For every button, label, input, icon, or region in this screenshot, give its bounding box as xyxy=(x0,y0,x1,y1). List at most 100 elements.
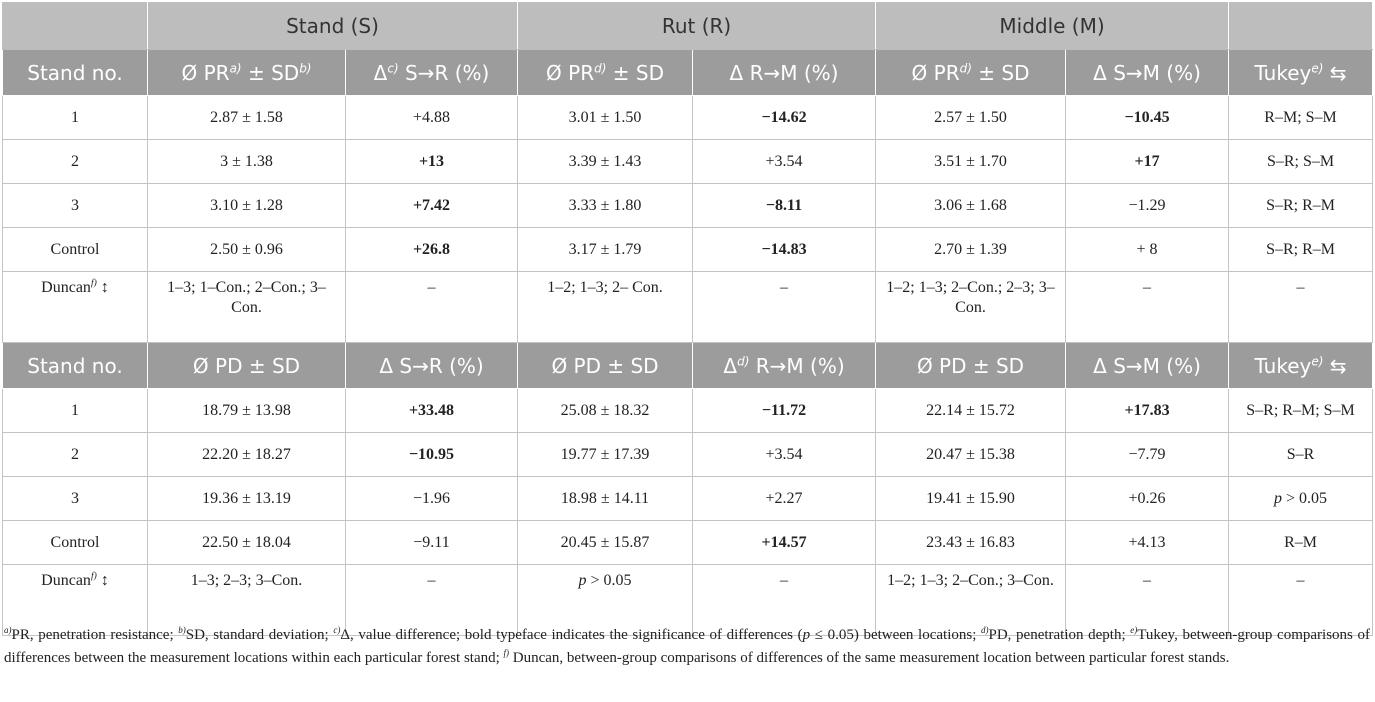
text-segment: b) xyxy=(178,625,186,635)
table-cell: 19.77 ± 17.39 xyxy=(517,432,694,477)
table-cell: −14.62 xyxy=(692,95,877,140)
text-segment: f) xyxy=(90,277,97,289)
table-cell: +4.88 xyxy=(344,95,519,140)
table-row: 1 2.87 ± 1.58 +4.88 3.01 ± 1.50 −14.62 2.57 ±… xyxy=(2,95,1374,140)
table-cell: −10.95 xyxy=(344,432,519,477)
table-cell: +26.8 xyxy=(344,227,519,272)
text-segment: c) xyxy=(387,60,399,75)
table-cell: – xyxy=(1065,564,1230,636)
table-cell: 19.36 ± 13.19 xyxy=(147,476,346,521)
text-segment: e) xyxy=(1130,625,1138,635)
table-cell: S–R; R–M xyxy=(1228,183,1374,228)
text-segment: d) xyxy=(594,60,607,75)
table-cell: 1–2; 1–3; 2–Con.; 2–3; 3– Con. xyxy=(875,271,1067,343)
table-cell: +0.26 xyxy=(1065,476,1230,521)
table-cell: −1.29 xyxy=(1065,183,1230,228)
table-cell: Control xyxy=(2,227,148,272)
text-segment: +26.8 xyxy=(412,240,451,258)
table-cell: p > 0.05 xyxy=(517,564,694,636)
table-cell: 20.47 ± 15.38 xyxy=(875,432,1067,477)
group-header: Middle (M) xyxy=(875,2,1230,50)
text-segment: +7.42 xyxy=(412,196,451,214)
text-segment: d) xyxy=(959,60,972,75)
text-segment: −8.11 xyxy=(765,196,803,214)
header-cell xyxy=(1228,2,1374,50)
table-cell: R–M; S–M xyxy=(1228,95,1374,140)
table-cell: 3.01 ± 1.50 xyxy=(517,95,694,140)
column-header: Tukeye) ⇆ xyxy=(1228,49,1374,96)
data-table: Stand (S) Rut (R) Middle (M) Stand no. Ø PRa… xyxy=(2,2,1374,636)
text-segment: −14.83 xyxy=(761,240,807,258)
header-row: Stand no. Ø PD ± SD Δ S→R (%) Ø PD ± SD Δd) … xyxy=(2,342,1374,389)
text-segment: p xyxy=(802,627,811,643)
table-row: 1 18.79 ± 13.98 +33.48 25.08 ± 18.32 −11.72 2… xyxy=(2,388,1374,433)
table-cell: +4.13 xyxy=(1065,520,1230,565)
table-cell: +7.42 xyxy=(344,183,519,228)
table-cell: −10.45 xyxy=(1065,95,1230,140)
text-segment: Duncan xyxy=(41,572,91,589)
text-segment: −11.72 xyxy=(761,401,807,419)
table-cell: 23.43 ± 16.83 xyxy=(875,520,1067,565)
table-cell: 22.50 ± 18.04 xyxy=(147,520,346,565)
column-header: Stand no. xyxy=(2,49,148,96)
text-segment: ± SD xyxy=(971,60,1030,85)
table-cell: – xyxy=(344,271,519,343)
text-segment: +13 xyxy=(418,152,445,170)
table-cell: 3 xyxy=(2,476,148,521)
table-cell: 1–2; 1–3; 2– Con. xyxy=(517,271,694,343)
text-segment: d) xyxy=(981,625,989,635)
table-cell: 1 xyxy=(2,95,148,140)
text-segment: Duncan, between-group comparisons of dif… xyxy=(509,650,1230,666)
table-cell: 22.20 ± 18.27 xyxy=(147,432,346,477)
table-row: 2 22.20 ± 18.27 −10.95 19.77 ± 17.39 +3.54 20… xyxy=(2,432,1374,477)
table-cell: – xyxy=(692,271,877,343)
column-header: Tukeye) ⇆ xyxy=(1228,342,1374,389)
table-cell: 1 xyxy=(2,388,148,433)
table-row: Control 2.50 ± 0.96 +26.8 3.17 ± 1.79 −14.83… xyxy=(2,227,1374,272)
text-segment: SD, standard deviation; xyxy=(185,627,334,643)
table-row: Control 22.50 ± 18.04 −9.11 20.45 ± 15.87 +1… xyxy=(2,520,1374,565)
text-segment: Duncan xyxy=(41,279,91,296)
table-cell: 19.41 ± 15.90 xyxy=(875,476,1067,521)
text-segment: Tukey, between-group comparisons of diff… xyxy=(4,627,1370,666)
table-cell: −1.96 xyxy=(344,476,519,521)
table-cell: +13 xyxy=(344,139,519,184)
text-segment: e) xyxy=(1311,60,1324,75)
text-segment: PD, penetration depth; xyxy=(988,627,1131,643)
table-cell: +2.27 xyxy=(692,476,877,521)
table-cell: 3 xyxy=(2,183,148,228)
column-header: Δ S→M (%) xyxy=(1065,49,1230,96)
table-row: 3 3.10 ± 1.28 +7.42 3.33 ± 1.80 −8.11 3.06 ± … xyxy=(2,183,1374,228)
text-segment: −10.95 xyxy=(408,445,455,463)
column-header: Ø PRa) ± SDb) xyxy=(147,49,346,96)
table-cell: 2.57 ± 1.50 xyxy=(875,95,1067,140)
table-cell: 3 ± 1.38 xyxy=(147,139,346,184)
table-cell: – xyxy=(1228,564,1374,636)
table-cell: + 8 xyxy=(1065,227,1230,272)
table-row: Duncanf) ↕ 1–3; 1–Con.; 2–Con.; 3–Con. –1–… xyxy=(2,271,1374,343)
table-cell: −7.79 xyxy=(1065,432,1230,477)
table-cell: S–R; S–M xyxy=(1228,139,1374,184)
table-cell: +3.54 xyxy=(692,432,877,477)
text-segment: Tukey xyxy=(1254,353,1312,378)
text-segment: −14.62 xyxy=(761,108,807,126)
table-cell: −8.11 xyxy=(692,183,877,228)
column-header: Δc) S→R (%) xyxy=(344,49,519,96)
text-segment: −10.45 xyxy=(1124,108,1170,126)
header-row: Stand no. Ø PRa) ± SDb) Δc) S→R (%) Ø PRd) … xyxy=(2,49,1374,96)
table-cell: S–R; R–M; S–M xyxy=(1228,388,1374,433)
table-cell: −9.11 xyxy=(344,520,519,565)
table-cell: R–M xyxy=(1228,520,1374,565)
column-header: Δd) R→M (%) xyxy=(692,342,877,389)
table-cell: +14.57 xyxy=(692,520,877,565)
text-segment: > 0.05 xyxy=(586,572,632,589)
column-header: Δ S→M (%) xyxy=(1065,342,1230,389)
text-segment: Δ, value difference; bold typeface indic… xyxy=(340,627,803,643)
text-segment: d) xyxy=(737,353,750,368)
text-segment: R→M (%) xyxy=(749,353,845,378)
table-cell: +17.83 xyxy=(1065,388,1230,433)
column-header: Ø PD ± SD xyxy=(875,342,1067,389)
text-segment: f) xyxy=(503,648,510,658)
table-cell: S–R; R–M xyxy=(1228,227,1374,272)
